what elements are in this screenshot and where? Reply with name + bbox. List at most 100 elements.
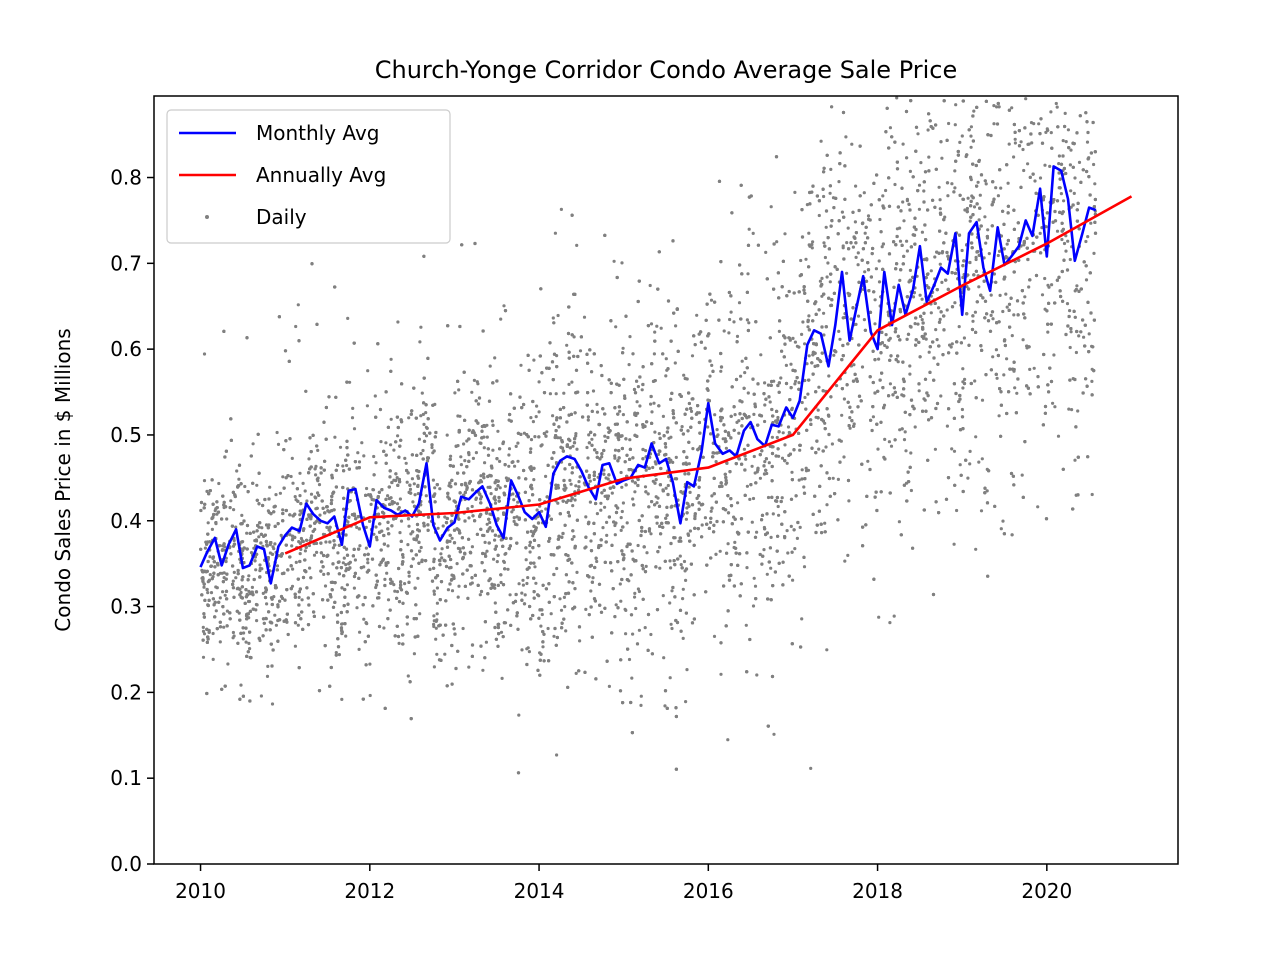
daily-point — [435, 586, 439, 590]
daily-point — [571, 444, 575, 448]
daily-point — [254, 608, 258, 612]
daily-point — [797, 381, 801, 385]
daily-point — [217, 481, 221, 486]
daily-point — [535, 404, 539, 408]
daily-point — [545, 430, 549, 434]
daily-point — [248, 647, 252, 651]
daily-point — [514, 444, 518, 448]
daily-point — [770, 435, 775, 439]
daily-point — [499, 630, 504, 634]
daily-point — [588, 479, 592, 483]
daily-point — [620, 261, 624, 265]
daily-point — [1075, 284, 1079, 288]
daily-point — [728, 317, 732, 322]
daily-point — [535, 508, 539, 512]
daily-point — [980, 398, 985, 402]
daily-point — [202, 479, 207, 483]
daily-point — [799, 258, 803, 263]
daily-point — [1053, 405, 1057, 409]
daily-point — [745, 484, 750, 488]
daily-point — [1068, 163, 1072, 167]
daily-point — [633, 595, 637, 599]
daily-point — [733, 413, 737, 417]
daily-point — [854, 322, 858, 326]
daily-point — [298, 513, 302, 517]
daily-point — [953, 123, 957, 127]
daily-point — [591, 576, 595, 580]
daily-point — [298, 471, 302, 475]
daily-point — [314, 473, 318, 477]
daily-point — [644, 564, 648, 569]
daily-point — [374, 525, 378, 529]
daily-point — [586, 415, 591, 419]
daily-point — [584, 515, 588, 519]
daily-point — [449, 454, 453, 458]
daily-point — [496, 429, 500, 433]
daily-point — [440, 556, 444, 560]
daily-point — [917, 183, 922, 187]
daily-point — [406, 543, 410, 547]
daily-point — [953, 186, 957, 190]
daily-point — [743, 371, 747, 375]
daily-point — [946, 194, 950, 198]
daily-point — [250, 585, 254, 590]
daily-point — [613, 533, 617, 537]
daily-point — [290, 544, 294, 548]
daily-point — [674, 455, 678, 459]
daily-point — [1084, 239, 1088, 244]
daily-point — [1093, 182, 1097, 186]
daily-point — [658, 566, 662, 570]
daily-point — [364, 546, 368, 550]
daily-point — [927, 155, 931, 159]
daily-point — [952, 542, 956, 546]
daily-point — [399, 519, 404, 523]
daily-point — [1055, 229, 1060, 233]
daily-point — [546, 626, 550, 631]
daily-point — [507, 464, 511, 468]
daily-point — [999, 186, 1003, 190]
daily-point — [644, 449, 648, 453]
daily-point — [366, 561, 370, 565]
daily-point — [432, 624, 436, 629]
daily-point — [965, 206, 970, 211]
daily-point — [698, 475, 702, 480]
daily-point — [508, 593, 512, 597]
daily-point — [837, 329, 841, 333]
daily-point — [516, 459, 520, 463]
daily-point — [977, 285, 981, 289]
daily-point — [407, 574, 411, 578]
daily-point — [520, 591, 524, 595]
daily-point — [822, 333, 826, 337]
daily-point — [940, 280, 944, 284]
daily-point — [1037, 122, 1041, 126]
daily-point — [493, 538, 497, 542]
daily-point — [443, 652, 447, 656]
daily-point — [663, 704, 667, 708]
daily-point — [298, 494, 302, 498]
daily-point — [210, 527, 214, 532]
daily-point — [689, 409, 694, 413]
daily-point — [974, 435, 978, 439]
daily-point — [340, 622, 344, 626]
daily-point — [595, 511, 600, 516]
daily-point — [595, 410, 600, 414]
daily-point — [297, 595, 301, 600]
daily-point — [777, 454, 781, 458]
daily-point — [591, 389, 596, 393]
daily-point — [850, 142, 854, 146]
daily-point — [521, 578, 525, 582]
daily-point — [245, 531, 249, 535]
daily-point — [1067, 407, 1071, 411]
daily-point — [710, 363, 714, 367]
daily-point — [395, 502, 400, 506]
daily-point — [955, 508, 959, 513]
daily-point — [623, 607, 627, 611]
daily-point — [984, 182, 988, 186]
daily-point — [806, 468, 811, 472]
daily-point — [769, 566, 773, 570]
daily-point — [824, 225, 828, 229]
daily-point — [927, 350, 931, 354]
daily-point — [662, 656, 666, 660]
daily-point — [784, 363, 789, 367]
daily-point — [281, 508, 285, 512]
